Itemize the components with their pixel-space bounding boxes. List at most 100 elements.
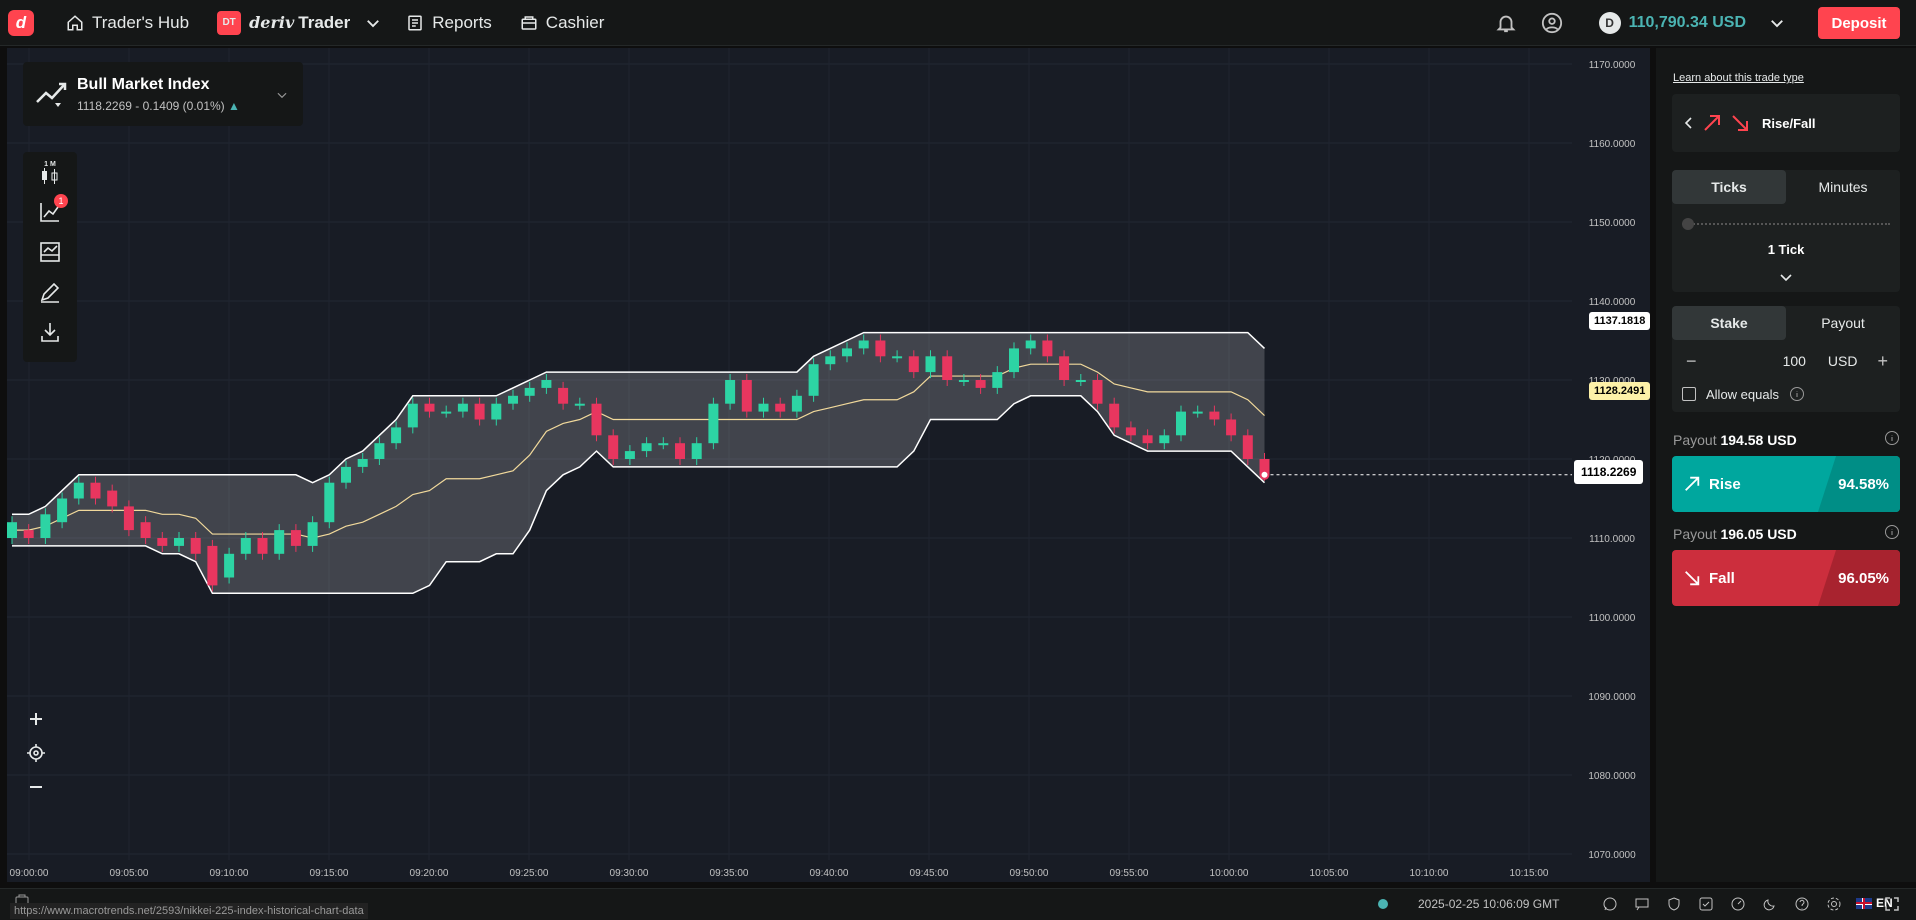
- nav-reports[interactable]: Reports: [406, 13, 492, 33]
- deriv-logo-icon[interactable]: d: [8, 9, 34, 36]
- price-chart[interactable]: 1170.0000 1160.0000 1150.0000 1140.0000 1130…: [7, 48, 1650, 882]
- bell-icon[interactable]: [1495, 12, 1517, 34]
- candle: [908, 356, 919, 373]
- settings-icon[interactable]: [1826, 896, 1842, 912]
- indicators-icon: [40, 203, 59, 222]
- tick-slider[interactable]: [1682, 218, 1890, 230]
- candle: [7, 522, 17, 538]
- candle: [107, 490, 118, 507]
- middle-band-line: [12, 363, 1265, 539]
- platform-switcher[interactable]: DT deriv Trader: [217, 10, 382, 35]
- responsible-trading-icon[interactable]: [1666, 896, 1682, 912]
- language-selector[interactable]: EN: [1856, 896, 1893, 910]
- candle: [942, 356, 953, 380]
- fall-button[interactable]: Fall 96.05%: [1672, 550, 1900, 606]
- help-icon[interactable]: [1794, 896, 1810, 912]
- account-icon[interactable]: [1541, 12, 1563, 34]
- learn-trade-type-link[interactable]: Learn about this trade type: [1673, 72, 1804, 84]
- tab-payout[interactable]: Payout: [1821, 315, 1865, 331]
- x-tick-label: 09:15:00: [310, 868, 349, 879]
- candle: [725, 380, 736, 404]
- chart-types-button[interactable]: [38, 240, 62, 264]
- candle: [858, 340, 869, 349]
- candle: [1092, 380, 1103, 404]
- candle: [57, 498, 68, 523]
- x-tick-label: 10:15:00: [1510, 868, 1549, 879]
- candle: [374, 443, 385, 459]
- decrease-stake-button[interactable]: −: [1686, 350, 1697, 371]
- stake-amount-input[interactable]: 100: [1782, 353, 1806, 369]
- candle: [758, 403, 769, 412]
- price-channel-fill: [12, 332, 1265, 594]
- account-balance[interactable]: D 110,790.34 USD: [1598, 12, 1786, 34]
- nav-label: Cashier: [545, 12, 605, 32]
- trade-type-selector[interactable]: Rise/Fall: [1672, 94, 1900, 152]
- rise-button[interactable]: Rise 94.58%: [1672, 456, 1900, 512]
- zoom-in-button[interactable]: [21, 704, 51, 734]
- drawing-tools-button[interactable]: [38, 280, 62, 304]
- x-tick-label: 09:25:00: [510, 868, 549, 879]
- info-icon[interactable]: [1884, 430, 1900, 446]
- fall-payout: Payout 196.05 USD: [1673, 526, 1797, 542]
- indicators-button[interactable]: 1: [38, 194, 68, 224]
- reset-zoom-button[interactable]: [21, 738, 51, 768]
- fullscreen-icon[interactable]: [1884, 896, 1900, 912]
- x-tick-label: 09:50:00: [1010, 868, 1049, 879]
- candle: [324, 482, 335, 523]
- dt-badge-icon: DT: [217, 10, 242, 35]
- market-name: Bull Market Index: [77, 75, 210, 93]
- increase-stake-button[interactable]: +: [1877, 350, 1888, 371]
- candle: [825, 356, 836, 365]
- candle: [775, 403, 786, 412]
- candle: [741, 380, 752, 412]
- deposit-button[interactable]: Deposit: [1818, 7, 1900, 39]
- info-icon[interactable]: [1884, 524, 1900, 540]
- y-tick-label: 1170.0000: [1589, 60, 1636, 71]
- candle: [892, 356, 903, 359]
- candle: [23, 530, 34, 538]
- tab-stake[interactable]: Stake: [1672, 306, 1786, 340]
- candle: [541, 380, 552, 388]
- chart-types-icon: [40, 242, 60, 262]
- chart-area[interactable]: 1170.0000 1160.0000 1150.0000 1140.0000 1130…: [7, 48, 1651, 882]
- chat-icon[interactable]: [1634, 896, 1650, 912]
- allow-equals-checkbox[interactable]: [1682, 387, 1696, 401]
- nav-cashier[interactable]: Cashier: [520, 12, 605, 33]
- candle: [474, 403, 485, 420]
- current-price-tag: 1118.2269: [1574, 460, 1644, 484]
- account-limits-icon[interactable]: [1698, 896, 1714, 912]
- theme-icon[interactable]: [1762, 896, 1778, 912]
- market-selector[interactable]: Bull Market Index 1118.2269 - 0.1409 (0.…: [23, 62, 303, 126]
- y-tick-label: 1100.0000: [1589, 613, 1636, 624]
- candle: [1242, 435, 1253, 459]
- candle: [1176, 411, 1186, 436]
- info-icon[interactable]: [1789, 386, 1805, 402]
- chevron-down-icon[interactable]: [1779, 270, 1793, 284]
- interval-selector[interactable]: 1 M: [38, 160, 62, 184]
- candle: [1192, 411, 1203, 414]
- x-tick-label: 10:05:00: [1310, 868, 1349, 879]
- tab-minutes[interactable]: Minutes: [1818, 179, 1868, 195]
- candle: [274, 530, 285, 554]
- candle: [424, 403, 435, 412]
- nav-label: Trader's Hub: [92, 12, 190, 32]
- footer-bar: https://www.macrotrends.net/2593/nikkei-…: [0, 888, 1916, 920]
- slider-handle[interactable]: [1682, 218, 1694, 230]
- candle: [190, 538, 201, 554]
- candle: [441, 411, 452, 414]
- whatsapp-icon[interactable]: [1602, 896, 1618, 912]
- tab-ticks[interactable]: Ticks: [1672, 170, 1786, 204]
- gauge-icon[interactable]: [1730, 896, 1746, 912]
- upper-band-price-tag: 1137.1818: [1589, 312, 1651, 330]
- download-button[interactable]: [38, 320, 62, 344]
- nav-traders-hub[interactable]: Trader's Hub: [66, 13, 189, 33]
- stake-currency: USD: [1827, 353, 1858, 369]
- candle: [1259, 459, 1270, 475]
- candle: [1059, 356, 1070, 380]
- zoom-out-button[interactable]: [21, 772, 51, 802]
- lower-band-line: [12, 395, 1266, 595]
- minus-icon: [30, 786, 42, 788]
- y-tick-label: 1080.0000: [1588, 771, 1636, 782]
- candle: [691, 443, 702, 459]
- upper-band-line: [12, 331, 1266, 516]
